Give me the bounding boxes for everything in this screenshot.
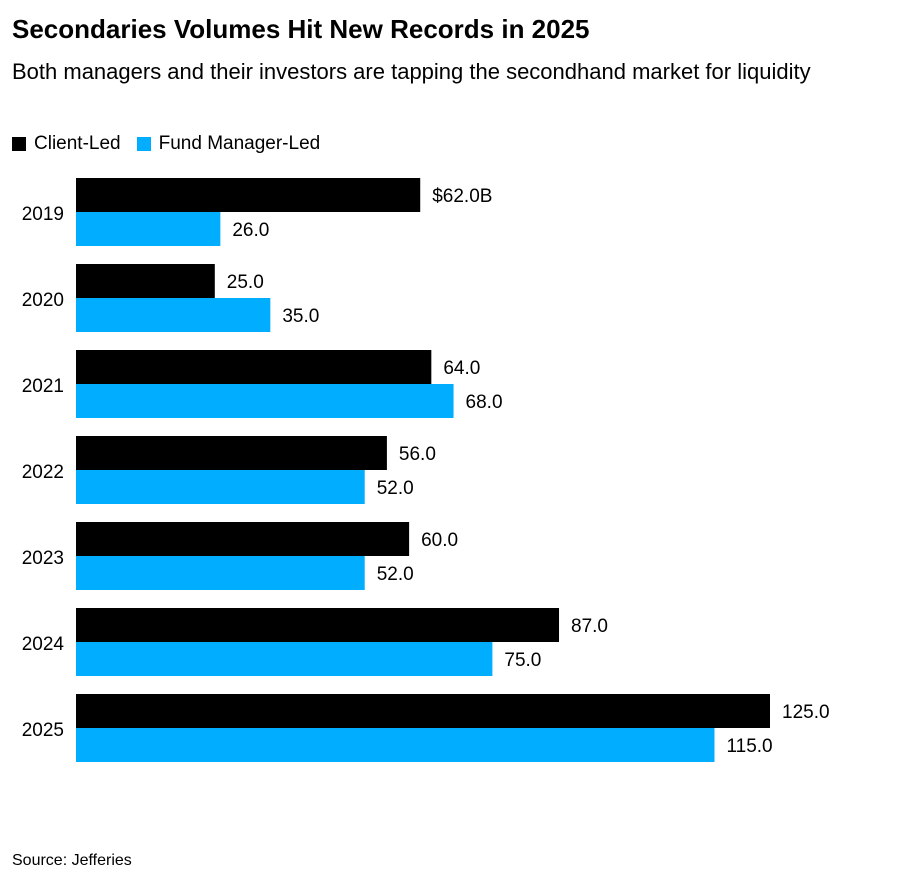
category-label: 2020 (22, 290, 64, 311)
category-label: 2024 (22, 634, 65, 655)
data-label: 52.0 (377, 564, 414, 585)
data-label: 25.0 (227, 272, 264, 293)
bar-client-led-2019 (76, 178, 421, 212)
data-label: $62.0B (432, 186, 492, 207)
bar-fund-manager-led-2023 (76, 556, 365, 590)
data-label: 64.0 (443, 358, 480, 379)
legend-swatch (136, 137, 151, 151)
chart-subtitle: Both managers and their investors are ta… (12, 59, 811, 84)
legend-label: Client-Led (34, 133, 121, 154)
legend-item-fund-manager-led: Fund Manager-Led (136, 133, 321, 155)
data-label: 56.0 (399, 444, 436, 465)
bar-fund-manager-led-2024 (76, 642, 493, 676)
data-label: 35.0 (282, 306, 319, 327)
bar-fund-manager-led-2021 (76, 384, 454, 418)
category-label: 2019 (22, 204, 64, 225)
legend-item-client-led: Client-Led (12, 133, 121, 155)
bar-fund-manager-led-2025 (76, 728, 715, 762)
data-label: 115.0 (726, 736, 772, 757)
bar-client-led-2020 (76, 264, 215, 298)
bar-fund-manager-led-2020 (76, 298, 271, 332)
bar-fund-manager-led-2019 (76, 212, 221, 246)
data-label: 52.0 (377, 478, 414, 499)
category-label: 2021 (22, 376, 64, 397)
category-label: 2025 (22, 720, 64, 741)
legend-label: Fund Manager-Led (158, 133, 321, 154)
legend-swatch (12, 137, 26, 151)
data-label: 125.0 (782, 702, 830, 723)
data-label: 68.0 (466, 392, 503, 413)
bar-client-led-2021 (76, 350, 432, 384)
source-note: Source: Jefferies (12, 852, 132, 869)
bar-client-led-2025 (76, 694, 770, 728)
bar-client-led-2022 (76, 436, 387, 470)
data-label: 87.0 (571, 616, 608, 637)
bar-fund-manager-led-2022 (76, 470, 365, 504)
bar-client-led-2024 (76, 608, 560, 642)
category-label: 2023 (22, 548, 64, 569)
data-label: 60.0 (421, 530, 458, 551)
data-label: 26.0 (232, 220, 269, 241)
category-label: 2022 (22, 462, 64, 483)
data-label: 75.0 (504, 650, 541, 671)
chart-title: Secondaries Volumes Hit New Records in 2… (12, 14, 590, 44)
bar-client-led-2023 (76, 522, 410, 556)
legend: Client-Led Fund Manager-Led (12, 133, 320, 155)
